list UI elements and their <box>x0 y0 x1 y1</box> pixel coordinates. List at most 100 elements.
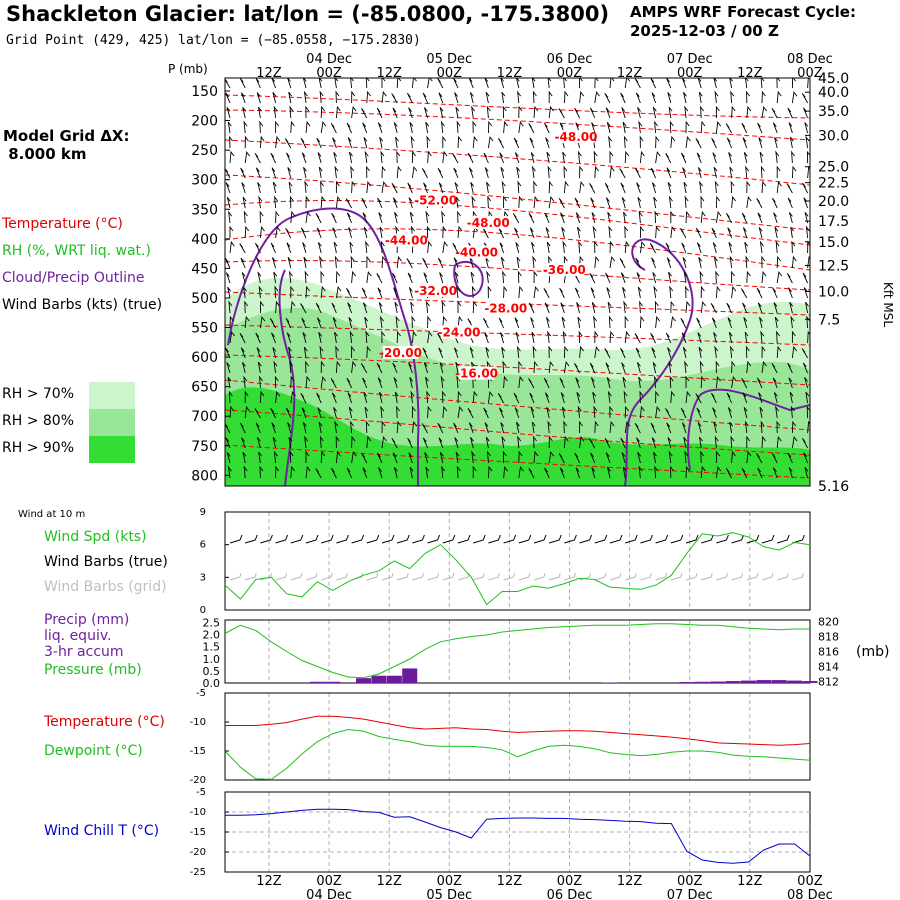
wind-barb <box>515 242 520 254</box>
wind-barb <box>361 197 368 209</box>
wind-barb <box>467 408 474 419</box>
rh80-swatch <box>89 409 135 436</box>
wind-barb <box>725 468 732 479</box>
bottom-date-label: 07 Dec <box>667 888 713 900</box>
wind-barb <box>334 78 339 89</box>
wind-barb <box>546 241 551 254</box>
wind-barb <box>240 347 246 359</box>
y-tick-label: -5 <box>196 787 206 798</box>
wind-barb <box>334 165 339 179</box>
temp-label-bg-3 <box>388 233 425 247</box>
wind-barb <box>604 437 611 449</box>
wind-barb <box>786 273 793 284</box>
wind-barb <box>452 243 459 254</box>
temp-contour-1 <box>225 109 810 141</box>
wind-barb <box>302 242 307 254</box>
wind-barb <box>634 423 641 434</box>
wind-barb <box>622 287 626 299</box>
y-tick-label: -20 <box>190 847 206 858</box>
wind-barb <box>639 315 645 329</box>
wind-barb <box>715 465 722 479</box>
wind-barb <box>744 241 749 254</box>
wind-barb <box>455 106 460 119</box>
wind-barb <box>346 377 353 389</box>
wind-barb <box>503 375 508 389</box>
wind-barb <box>502 360 507 374</box>
true-wind-barb <box>701 534 714 544</box>
wind-barb <box>791 255 797 269</box>
wind-barb <box>275 210 280 224</box>
wind-barb <box>290 465 295 479</box>
wind-barb <box>609 405 614 419</box>
wind-barb <box>362 302 368 314</box>
wind-barb <box>530 317 535 329</box>
wind-barb <box>730 345 734 359</box>
wind-barb <box>503 120 508 134</box>
top-time-label: 00Z <box>677 66 703 81</box>
wind-barb <box>500 256 505 269</box>
wind-barb <box>501 91 506 104</box>
temp-label-bg-5 <box>546 263 583 277</box>
temp-contour-2 <box>225 139 810 186</box>
wind-barb <box>789 302 794 314</box>
wind-barb <box>711 227 717 239</box>
grid-wind-barb <box>245 572 257 581</box>
wind-barb <box>741 212 748 224</box>
wind-barb <box>516 345 521 359</box>
wind-barb <box>366 90 371 104</box>
wind-barb <box>335 180 340 193</box>
wind-barb <box>469 92 474 104</box>
wind-barb <box>259 315 266 329</box>
wind-barb <box>683 271 688 284</box>
wind-barb <box>515 332 520 344</box>
wind-barb <box>745 345 750 359</box>
wind-barb <box>425 121 430 134</box>
wind-barb <box>243 120 248 134</box>
wind-barb <box>484 78 489 89</box>
wind-barb <box>528 302 535 314</box>
top-time-label: 12Z <box>617 66 643 81</box>
wind-barb <box>472 135 478 149</box>
wind-barb <box>790 315 795 329</box>
wind-barb <box>731 360 736 374</box>
wind-barb <box>620 92 626 104</box>
wind-barb <box>727 317 733 329</box>
wind-barb <box>685 375 690 388</box>
wind-barb <box>442 405 448 419</box>
wind-barb <box>457 210 461 224</box>
y-tick-label: -25 <box>190 867 206 878</box>
wind-barb <box>410 301 415 314</box>
wind-barb <box>579 420 583 433</box>
top-time-label: 12Z <box>376 66 402 81</box>
wind-barb <box>578 78 583 89</box>
wind-barb <box>243 210 248 224</box>
cloud-outline-2 <box>453 260 484 297</box>
wind-barb <box>363 227 368 239</box>
wind-barb <box>421 168 428 179</box>
wind-barb <box>802 272 809 284</box>
wind-barb <box>289 105 294 119</box>
wind-barb <box>422 92 429 104</box>
wind-barb <box>533 195 539 209</box>
wind-barb <box>305 360 309 374</box>
wind-barb <box>513 392 520 404</box>
wind-barb <box>652 272 657 284</box>
wind-barb <box>300 137 307 149</box>
wind-barb <box>650 332 657 344</box>
wind-barb <box>771 363 778 374</box>
wind-barb <box>665 153 672 164</box>
true-wind-barb <box>503 534 517 544</box>
grid-wind-barb <box>625 572 637 581</box>
wind-barb <box>242 196 247 209</box>
wind-barb <box>670 390 675 404</box>
wind-barb <box>498 317 505 329</box>
grid-wind-barb <box>457 572 470 581</box>
wind-barb <box>697 332 702 344</box>
wind-barb <box>548 345 553 359</box>
legend-rh90: RH > 90% <box>2 440 75 456</box>
wind-barb <box>605 197 611 209</box>
wind-barb <box>801 348 808 359</box>
wind-barb <box>290 210 296 224</box>
wind-barb <box>668 361 673 374</box>
